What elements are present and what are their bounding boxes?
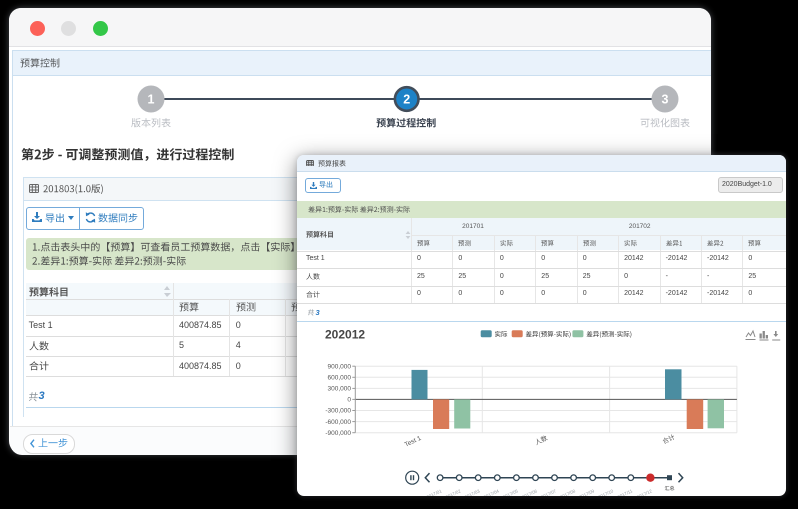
svg-text:2017/04: 2017/04: [483, 488, 500, 496]
svg-text:300,000: 300,000: [328, 386, 352, 393]
svg-text:-300,000: -300,000: [325, 408, 351, 415]
svg-text:2017/06: 2017/06: [521, 488, 538, 496]
svg-text:2017/12: 2017/12: [636, 488, 653, 496]
svg-text:2017/01: 2017/01: [426, 488, 443, 496]
svg-text:2017/11: 2017/11: [617, 488, 634, 496]
svg-text:900,000: 900,000: [328, 363, 352, 370]
svg-text:2: 2: [403, 93, 410, 107]
svg-text:-600,000: -600,000: [325, 419, 351, 426]
svg-text:202012: 202012: [325, 328, 365, 342]
svg-text:2017/03: 2017/03: [464, 488, 481, 496]
svg-text:1: 1: [148, 93, 155, 107]
svg-text:600,000: 600,000: [328, 375, 352, 382]
svg-text:2017/07: 2017/07: [540, 488, 557, 496]
svg-text:2017/02: 2017/02: [445, 488, 462, 496]
svg-text:2017/08: 2017/08: [559, 488, 576, 496]
svg-text:0: 0: [347, 397, 351, 404]
svg-text:Test 1: Test 1: [404, 435, 423, 449]
svg-text:2017/10: 2017/10: [597, 488, 614, 496]
svg-text:-900,000: -900,000: [325, 430, 351, 437]
svg-text:2017/09: 2017/09: [578, 488, 595, 496]
svg-text:3: 3: [662, 93, 669, 107]
svg-text:2017/05: 2017/05: [502, 488, 519, 496]
